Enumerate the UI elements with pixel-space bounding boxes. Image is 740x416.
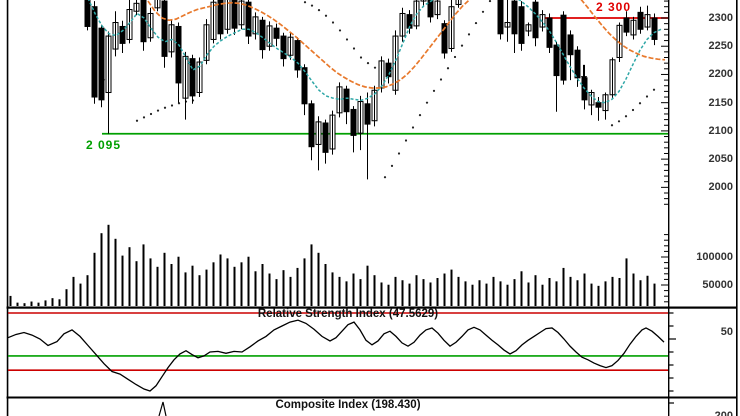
chart-canvas[interactable] — [0, 0, 740, 416]
charting-window: Relative Strength Index (47.5629) Compos… — [0, 0, 740, 416]
